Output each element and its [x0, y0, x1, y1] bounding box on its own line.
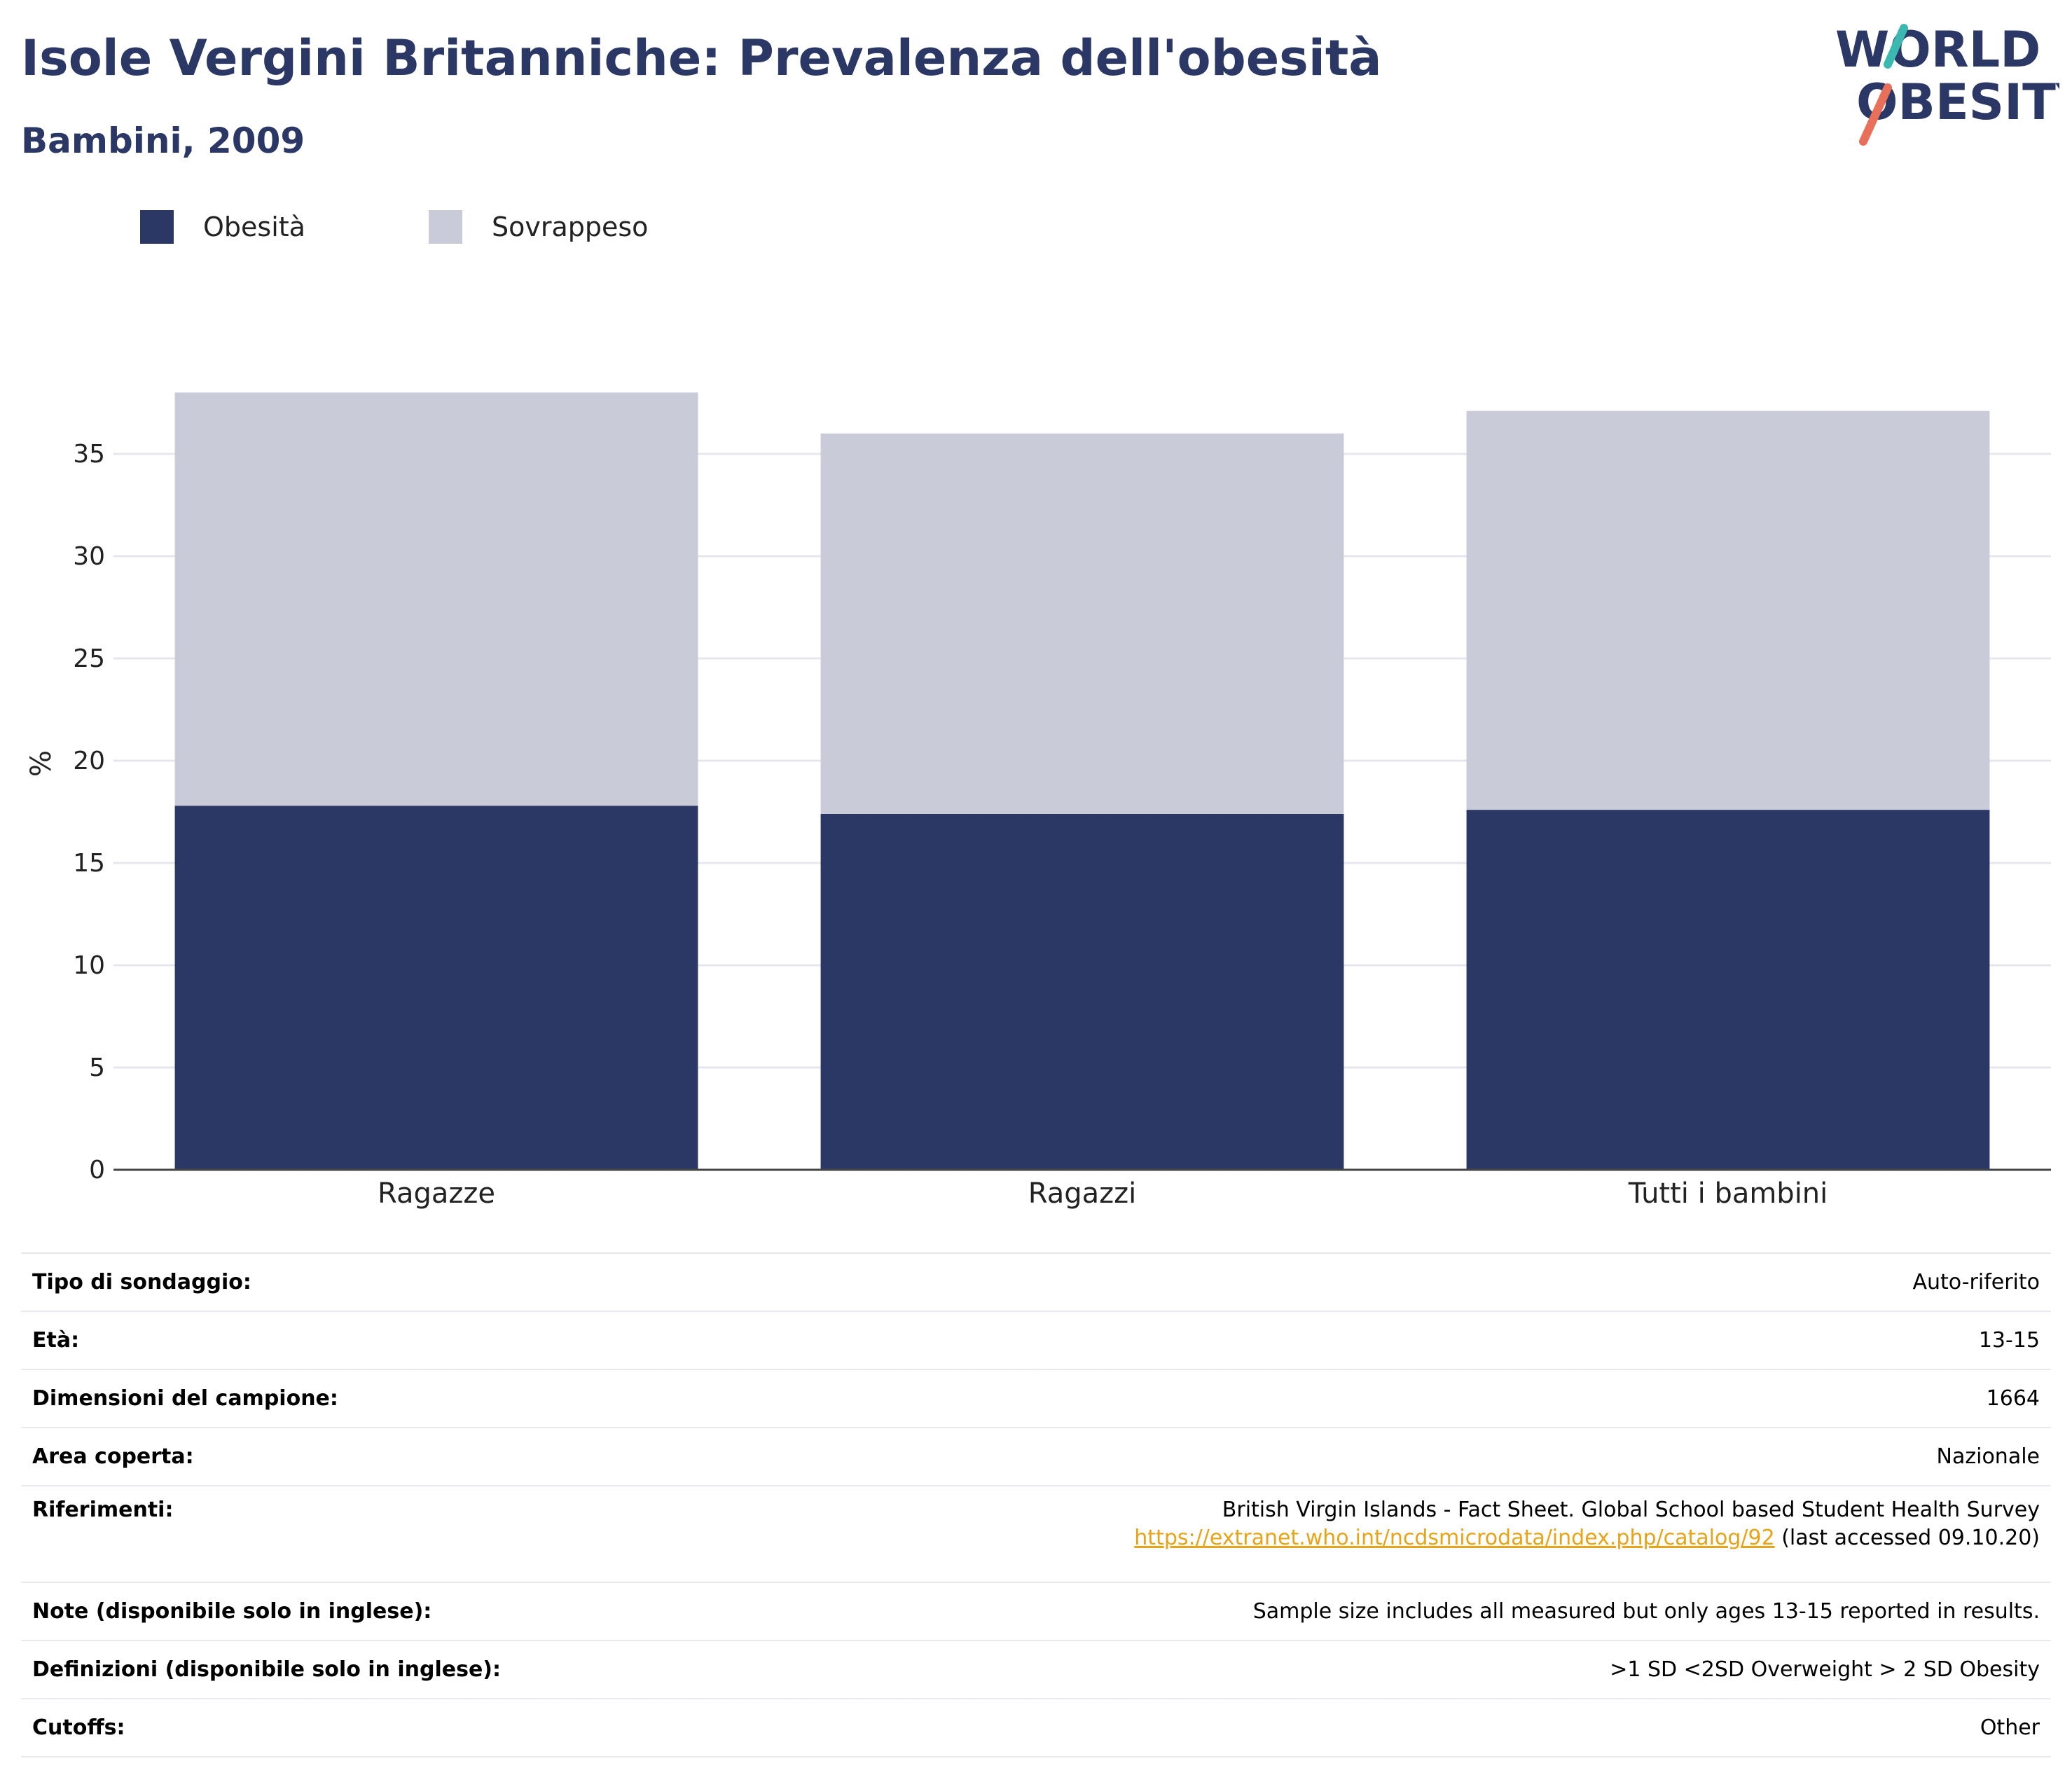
reference-link[interactable]: https://extranet.who.int/ncdsmicrodata/i… — [1134, 1526, 1775, 1550]
logo-teal-stroke — [1884, 24, 1908, 69]
info-key: Area coperta: — [21, 1428, 724, 1486]
page-subtitle: Bambini, 2009 — [21, 120, 305, 161]
legend-item-sovrappeso[interactable]: Sovrappeso — [429, 210, 648, 244]
reference-accessed: (last accessed 09.10.20) — [1774, 1526, 2040, 1550]
info-value: Auto-riferito — [723, 1252, 2051, 1312]
y-axis-title: % — [25, 750, 57, 777]
legend-label-sovrappeso: Sovrappeso — [492, 212, 649, 242]
info-value: 13-15 — [723, 1311, 2051, 1370]
bar-obesita[interactable] — [1466, 810, 1990, 1170]
logo-line2: OBESITY — [1856, 74, 2059, 131]
bar-sovrappeso[interactable] — [174, 392, 698, 806]
legend-swatch-sovrappeso — [429, 210, 462, 244]
info-value: Other — [723, 1699, 2051, 1757]
y-tick-label: 35 — [73, 440, 105, 469]
y-axis-ticks: 0 5 10 15 20 25 30 35 — [73, 440, 105, 1184]
info-row-definitions: Definizioni (disponibile solo in inglese… — [21, 1641, 2051, 1699]
info-row-references: Riferimenti: British Virgin Islands - Fa… — [21, 1486, 2051, 1583]
bar-obesita[interactable] — [820, 813, 1344, 1170]
bar-sovrappeso[interactable] — [1466, 410, 1990, 810]
y-tick-label: 15 — [73, 849, 105, 878]
info-row-cutoffs: Cutoffs: Other — [21, 1699, 2051, 1757]
page-title: Isole Vergini Britanniche: Prevalenza de… — [21, 29, 1382, 87]
y-tick-label: 25 — [73, 644, 105, 673]
info-row-survey-type: Tipo di sondaggio: Auto-riferito — [21, 1252, 2051, 1312]
y-tick-label: 20 — [73, 747, 105, 775]
logo-coral-stroke — [1859, 83, 1892, 146]
y-tick-label: 30 — [73, 542, 105, 571]
y-tick-label: 0 — [89, 1156, 105, 1184]
world-obesity-logo: WORLD OBESITY — [1835, 21, 2059, 146]
info-key: Tipo di sondaggio: — [21, 1252, 724, 1312]
stacked-bar-chart: 0 5 10 15 20 25 30 35 Ragazze Ragazzi Tutti i bam… — [25, 392, 2051, 1210]
y-tick-label: 5 — [89, 1054, 105, 1082]
reference-link-line: https://extranet.who.int/ncdsmicrodata/i… — [735, 1524, 2040, 1552]
info-row-area: Area coperta: Nazionale — [21, 1428, 2051, 1486]
info-value: Sample size includes all measured but on… — [723, 1582, 2051, 1641]
x-axis-categories: Ragazze Ragazzi Tutti i bambini — [378, 1177, 1828, 1210]
info-value: 1664 — [723, 1369, 2051, 1428]
info-key: Note (disponibile solo in inglese): — [21, 1582, 724, 1641]
y-tick-label: 10 — [73, 951, 105, 980]
reference-text: British Virgin Islands - Fact Sheet. Glo… — [1222, 1498, 2040, 1522]
info-value: >1 SD <2SD Overweight > 2 SD Obesity — [723, 1641, 2051, 1699]
info-row-age: Età: 13-15 — [21, 1311, 2051, 1370]
bars — [174, 392, 1990, 1170]
logo-line1: WORLD — [1835, 21, 2040, 78]
x-category-label: Ragazze — [378, 1177, 495, 1210]
survey-info-table: Tipo di sondaggio: Auto-riferito Età: 13… — [21, 1252, 2051, 1757]
legend-label-obesita: Obesità — [203, 212, 305, 242]
info-key: Cutoffs: — [21, 1699, 724, 1757]
info-row-sample-size: Dimensioni del campione: 1664 — [21, 1369, 2051, 1428]
info-value: Nazionale — [723, 1428, 2051, 1486]
legend-item-obesita[interactable]: Obesità — [140, 210, 305, 244]
legend-swatch-obesita — [140, 210, 174, 244]
x-category-label: Tutti i bambini — [1628, 1177, 1828, 1210]
info-key: Dimensioni del campione: — [21, 1369, 724, 1428]
info-key: Età: — [21, 1311, 724, 1370]
info-row-notes: Note (disponibile solo in inglese): Samp… — [21, 1582, 2051, 1641]
x-category-label: Ragazzi — [1028, 1177, 1136, 1210]
bar-sovrappeso[interactable] — [820, 433, 1344, 814]
bar-obesita[interactable] — [174, 806, 698, 1170]
info-key: Riferimenti: — [21, 1486, 724, 1583]
info-value: British Virgin Islands - Fact Sheet. Glo… — [723, 1486, 2051, 1583]
info-key: Definizioni (disponibile solo in inglese… — [21, 1641, 724, 1699]
